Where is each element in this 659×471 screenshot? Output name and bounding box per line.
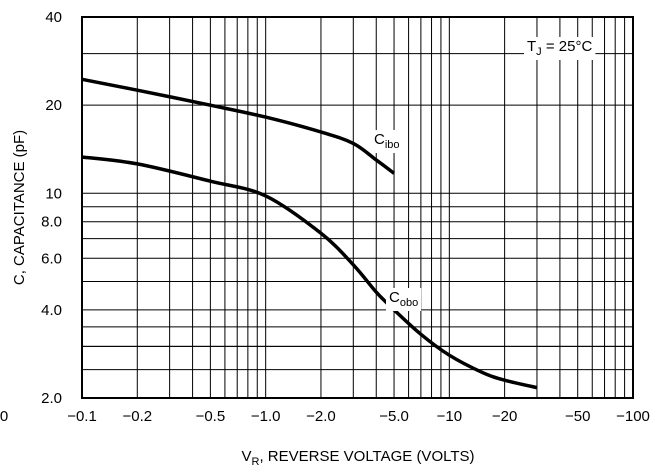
y-tick-label: 4.0 — [41, 302, 62, 319]
y-tick-label: 8.0 — [41, 214, 62, 231]
y-tick-label: 6.0 — [41, 250, 62, 267]
series-layer — [81, 77, 538, 390]
y-tick-label: 2.0 — [41, 390, 62, 407]
grid — [81, 16, 634, 399]
x-axis-title: VR, REVERSE VOLTAGE (VOLTS) — [241, 448, 474, 468]
y-tick-label: 40 — [45, 9, 62, 26]
cobo-label-bg — [386, 288, 422, 311]
x-tick-label: −1.0 — [251, 408, 281, 425]
x-tick-label: −100 — [616, 408, 650, 425]
curve-cibo — [81, 77, 396, 175]
tick-labels: −0.1 −0.2 −0.5 −1.0 −2.0 −5.0 −10 −20 −50 −100 0 2.… — [0, 9, 650, 468]
cibo-label-group: Cibo — [371, 130, 403, 153]
x-tick-label: −0.1 — [67, 408, 97, 425]
x-tick-label: −20 — [492, 408, 517, 425]
x-tick-label: −5.0 — [379, 408, 409, 425]
temperature-annotation-group: TJ = 25°C — [524, 37, 596, 60]
x-tick-label: −2.0 — [306, 408, 336, 425]
x-tick-label: −0.2 — [122, 408, 152, 425]
temperature-annotation-bg — [524, 37, 596, 60]
x-tick-label: −50 — [565, 408, 590, 425]
plot-frame — [81, 16, 634, 399]
cobo-label: Cobo — [389, 289, 418, 309]
cobo-label-group: Cobo — [386, 288, 422, 311]
temperature-annotation: TJ = 25°C — [527, 38, 592, 58]
label-layer: Cibo Cobo TJ = 25°C — [371, 37, 596, 311]
cibo-label-bg — [371, 130, 403, 153]
y-tick-label: 20 — [45, 97, 62, 114]
curve-cobo — [81, 155, 538, 390]
x-tick-label-clipped: 0 — [0, 408, 8, 425]
y-tick-label: 10 — [45, 185, 62, 202]
y-axis-title: C, CAPACITANCE (pF) — [11, 130, 28, 285]
cibo-label: Cibo — [374, 131, 400, 151]
x-tick-label: −0.5 — [196, 408, 226, 425]
x-tick-label: −10 — [437, 408, 462, 425]
